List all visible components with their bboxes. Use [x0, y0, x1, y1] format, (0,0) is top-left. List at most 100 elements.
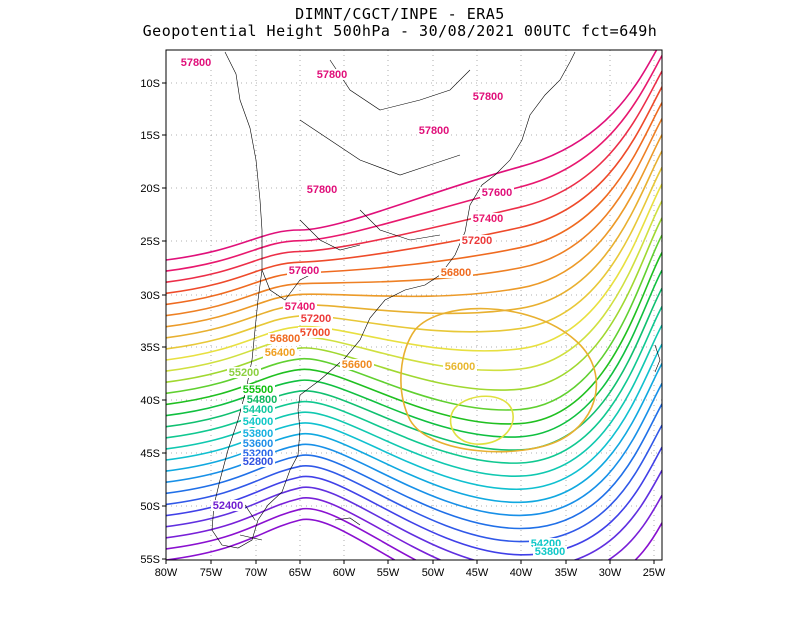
- chart-title-line2: Geopotential Height 500hPa - 30/08/2021 …: [142, 22, 658, 40]
- contour-label-bg: [241, 416, 275, 427]
- lat-tick-label: 15S: [140, 130, 160, 142]
- contour-line: [166, 424, 662, 543]
- contour-label: 57200: [301, 313, 332, 325]
- lon-tick-label: 45W: [466, 567, 489, 579]
- lat-tick-label: 10S: [140, 78, 160, 90]
- lon-tick-label: 65W: [289, 567, 312, 579]
- contour-line: [166, 118, 662, 317]
- contour-label: 52400: [213, 500, 244, 512]
- contour-label: 57800: [307, 184, 338, 196]
- contour-label: 56800: [270, 333, 301, 345]
- contour-line: [400, 307, 598, 453]
- contour-label-bg: [305, 184, 339, 195]
- contour-label: 57600: [289, 265, 320, 277]
- contour-label-bg: [471, 213, 505, 224]
- lon-tick-label: 70W: [245, 567, 268, 579]
- contour-label: 57800: [181, 57, 212, 69]
- contour-line: [166, 183, 662, 361]
- map-gridlines: [166, 50, 662, 560]
- contour-label-bg: [179, 57, 213, 68]
- contour-line: [166, 200, 662, 372]
- contour-line: [449, 395, 514, 445]
- plot-frame: [165, 49, 663, 561]
- contour-label-bg: [263, 347, 297, 358]
- lon-tick-label: 35W: [555, 567, 578, 579]
- contour-label-bg: [241, 384, 275, 395]
- contour-line: [166, 507, 662, 560]
- contour-label-bg: [315, 69, 349, 80]
- contour-labels: 57800 57800 57800 57800 57800 57600 57600 57400…: [179, 57, 567, 558]
- contour-label: 53800: [535, 546, 566, 558]
- contour-line: [166, 134, 662, 328]
- contour-label: 55200: [229, 367, 260, 379]
- contour-label-bg: [340, 359, 374, 370]
- contour-label: 56600: [342, 359, 373, 371]
- contour-line: [166, 217, 662, 391]
- contour-line: [166, 167, 662, 350]
- lat-tick-label: 35S: [140, 342, 160, 354]
- contour-line: [166, 494, 662, 560]
- contour-label: 57600: [482, 187, 513, 199]
- lat-tick-label: 50S: [140, 501, 160, 513]
- contour-label-bg: [241, 456, 275, 467]
- contour-label-bg: [241, 404, 275, 415]
- contour-label: 57800: [473, 91, 504, 103]
- contour-label: 57400: [285, 301, 316, 313]
- chart-title-line1: DIMNT/CGCT/INPE - ERA5: [295, 5, 505, 23]
- contour-label-bg: [529, 538, 563, 549]
- contour-label: 54800: [247, 394, 278, 406]
- contour-label-bg: [443, 361, 477, 372]
- contour-label: 54000: [243, 416, 274, 428]
- contour-label-bg: [241, 428, 275, 439]
- lon-tick-label: 75W: [200, 567, 223, 579]
- contour-line: [166, 70, 662, 283]
- lat-tick-label: 45S: [140, 448, 160, 460]
- contour-label-bg: [471, 91, 505, 102]
- contour-label-bg: [439, 267, 473, 278]
- contour-label: 57400: [473, 213, 504, 225]
- lon-tick-label: 55W: [377, 567, 400, 579]
- contour-label: 55500: [243, 384, 274, 396]
- contour-label-bg: [241, 448, 275, 459]
- contour-label-bg: [283, 301, 317, 312]
- lat-tick-label: 25S: [140, 236, 160, 248]
- contour-line: [166, 234, 662, 411]
- lon-tick-label: 80W: [155, 567, 178, 579]
- contour-label: 52800: [243, 456, 274, 468]
- contour-label-bg: [227, 367, 261, 378]
- lon-tick-label: 40W: [510, 567, 533, 579]
- contour-line: [166, 102, 662, 306]
- contour-line: [166, 518, 662, 560]
- contour-label-bg: [287, 265, 321, 276]
- contour-label: 53600: [243, 438, 274, 450]
- contour-label-bg: [480, 187, 514, 198]
- lon-tick-label: 25W: [643, 567, 666, 579]
- contour-label-bg: [460, 235, 494, 246]
- contour-label: 54400: [243, 404, 274, 416]
- contour-line: [166, 469, 662, 560]
- contour-line: [166, 446, 662, 556]
- lat-tick-label: 55S: [140, 554, 160, 566]
- contour-line: [166, 50, 658, 261]
- contour-line: [166, 252, 662, 425]
- lat-tick-label: 40S: [140, 395, 160, 407]
- contour-line: [166, 150, 662, 339]
- contour-label: 56800: [441, 267, 472, 279]
- lon-tick-label: 50W: [422, 567, 445, 579]
- lon-tick-label: 30W: [599, 567, 622, 579]
- contour-label-bg: [211, 500, 245, 511]
- lat-tick-label: 30S: [140, 290, 160, 302]
- contour-line: [166, 86, 662, 295]
- contour-label: 57000: [300, 327, 331, 339]
- contour-label-bg: [417, 125, 451, 136]
- contour-label: 57800: [419, 125, 450, 137]
- height-contours: [166, 50, 662, 560]
- contour-line: [166, 55, 662, 272]
- contour-label-bg: [268, 333, 302, 344]
- contour-line: [166, 306, 662, 464]
- contour-label-bg: [298, 327, 332, 338]
- contour-label-bg: [241, 438, 275, 449]
- contour-label: 56000: [445, 361, 476, 373]
- contour-line: [166, 403, 662, 530]
